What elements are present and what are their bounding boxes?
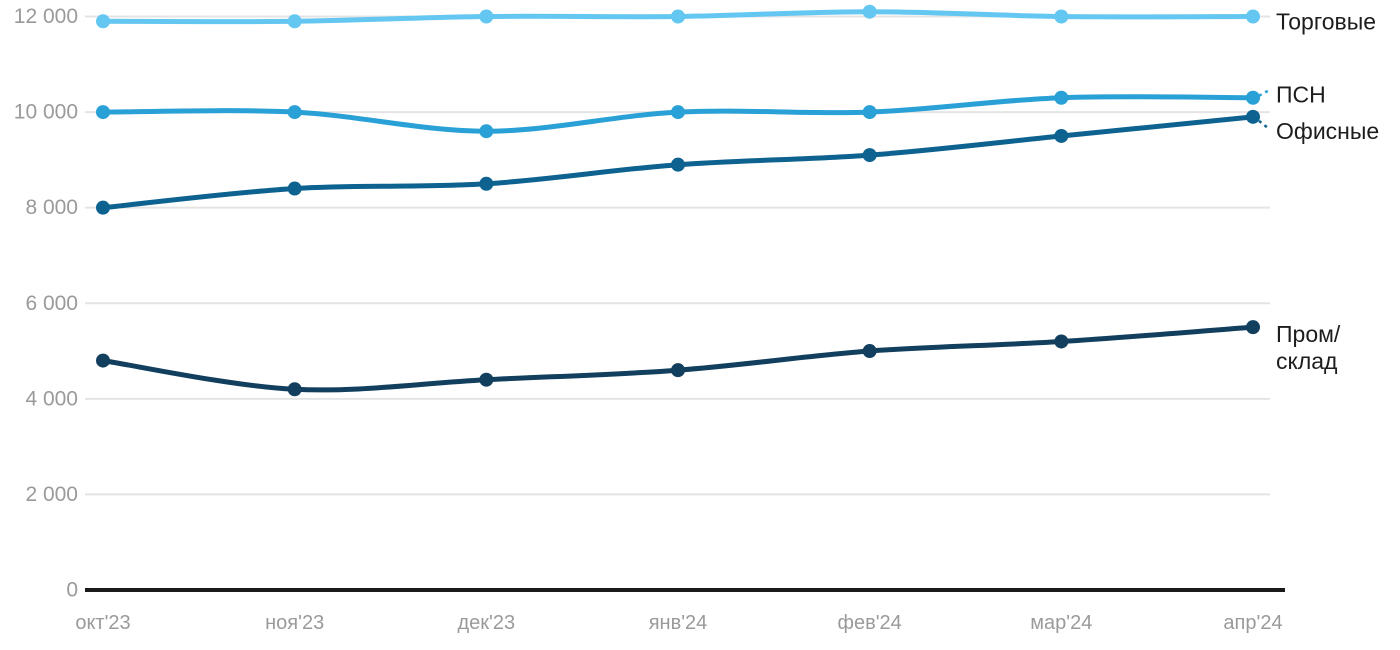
data-point[interactable] xyxy=(479,124,494,139)
data-point[interactable] xyxy=(862,148,877,163)
data-point[interactable] xyxy=(1246,320,1261,335)
series-label-Пром/склад: Пром/ xyxy=(1276,321,1341,347)
x-axis-tick-label: мар'24 xyxy=(1030,612,1092,634)
data-point[interactable] xyxy=(479,176,494,191)
series-line-Пром/склад xyxy=(100,324,1256,393)
data-point[interactable] xyxy=(1246,90,1261,105)
y-axis-tick-label: 2 000 xyxy=(25,483,78,506)
x-axis-tick-label: апр'24 xyxy=(1223,612,1282,634)
data-point[interactable] xyxy=(1054,128,1069,143)
data-point[interactable] xyxy=(1246,9,1261,24)
data-point[interactable] xyxy=(1246,109,1261,124)
data-point[interactable] xyxy=(671,105,686,120)
series-label-leader xyxy=(1258,119,1270,130)
data-point[interactable] xyxy=(96,353,110,368)
data-point[interactable] xyxy=(1054,334,1069,349)
y-axis-tick-label: 0 xyxy=(66,579,78,602)
data-point[interactable] xyxy=(862,344,877,359)
data-point[interactable] xyxy=(1054,90,1069,105)
x-axis-tick-label: окт'23 xyxy=(75,612,130,634)
y-axis-tick-label: 12 000 xyxy=(14,5,78,28)
data-point[interactable] xyxy=(287,382,302,397)
data-point[interactable] xyxy=(96,14,110,29)
series-label-ПСН: ПСН xyxy=(1276,82,1326,108)
data-point[interactable] xyxy=(671,363,686,378)
data-point[interactable] xyxy=(671,157,686,172)
series-label-Торговые: Торговые xyxy=(1276,9,1376,35)
data-point[interactable] xyxy=(287,14,302,29)
data-point[interactable] xyxy=(287,181,302,196)
x-axis-tick-label: янв'24 xyxy=(649,612,708,634)
x-axis-tick-label: дек'23 xyxy=(458,612,516,634)
data-point[interactable] xyxy=(479,372,494,387)
y-axis-tick-label: 10 000 xyxy=(14,101,78,124)
data-point[interactable] xyxy=(671,9,686,24)
y-axis-tick-label: 4 000 xyxy=(25,387,78,410)
data-point[interactable] xyxy=(862,105,877,120)
data-point[interactable] xyxy=(96,200,110,215)
data-point[interactable] xyxy=(96,105,110,120)
y-axis-tick-label: 8 000 xyxy=(25,196,78,219)
data-point[interactable] xyxy=(479,9,494,24)
x-axis-tick-label: ноя'23 xyxy=(265,612,324,634)
series-label-Пром/склад: склад xyxy=(1276,348,1338,374)
data-point[interactable] xyxy=(287,105,302,120)
series-label-leader xyxy=(1258,88,1271,97)
x-axis-tick-label: фев'24 xyxy=(838,612,902,634)
data-point[interactable] xyxy=(1054,9,1069,24)
y-axis-tick-label: 6 000 xyxy=(25,292,78,315)
series-label-Офисные: Офисные xyxy=(1276,118,1379,144)
data-point[interactable] xyxy=(862,4,877,19)
